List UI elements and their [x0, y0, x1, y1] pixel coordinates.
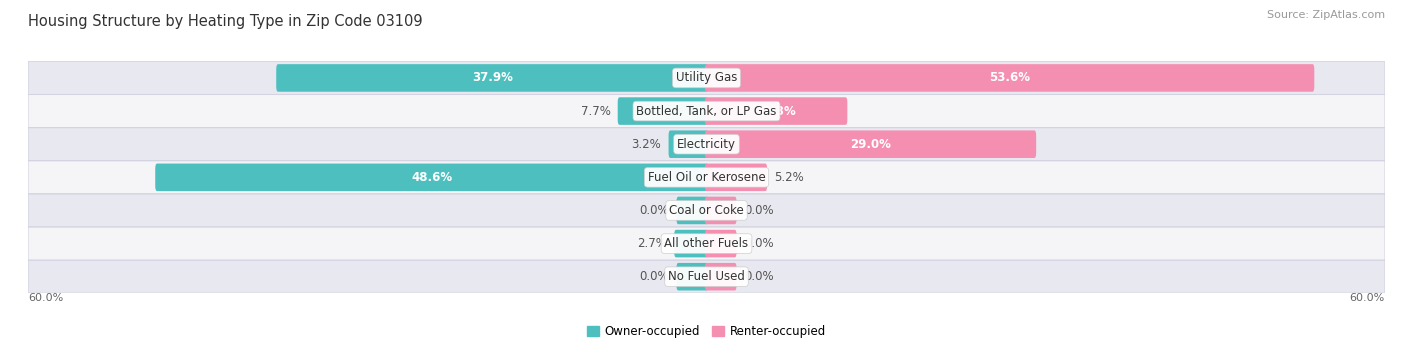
FancyBboxPatch shape [28, 161, 1385, 194]
Text: 0.0%: 0.0% [640, 270, 669, 283]
Text: 60.0%: 60.0% [1350, 293, 1385, 303]
FancyBboxPatch shape [675, 230, 709, 257]
Text: Bottled, Tank, or LP Gas: Bottled, Tank, or LP Gas [637, 105, 776, 118]
FancyBboxPatch shape [676, 263, 709, 291]
Text: No Fuel Used: No Fuel Used [668, 270, 745, 283]
Legend: Owner-occupied, Renter-occupied: Owner-occupied, Renter-occupied [588, 325, 825, 338]
FancyBboxPatch shape [28, 194, 1385, 227]
Text: 2.7%: 2.7% [637, 237, 666, 250]
FancyBboxPatch shape [704, 97, 848, 125]
Text: Source: ZipAtlas.com: Source: ZipAtlas.com [1267, 10, 1385, 20]
FancyBboxPatch shape [704, 164, 768, 191]
Text: Fuel Oil or Kerosene: Fuel Oil or Kerosene [648, 171, 765, 184]
FancyBboxPatch shape [676, 197, 709, 224]
Text: 29.0%: 29.0% [851, 138, 891, 151]
FancyBboxPatch shape [704, 130, 1036, 158]
FancyBboxPatch shape [28, 95, 1385, 128]
Text: 60.0%: 60.0% [28, 293, 63, 303]
FancyBboxPatch shape [669, 130, 709, 158]
FancyBboxPatch shape [155, 164, 709, 191]
FancyBboxPatch shape [28, 61, 1385, 94]
Text: Electricity: Electricity [678, 138, 735, 151]
FancyBboxPatch shape [704, 197, 737, 224]
FancyBboxPatch shape [704, 230, 737, 257]
Text: 53.6%: 53.6% [988, 72, 1031, 85]
FancyBboxPatch shape [704, 263, 737, 291]
Text: All other Fuels: All other Fuels [665, 237, 748, 250]
Text: 0.0%: 0.0% [744, 270, 773, 283]
Text: 3.2%: 3.2% [631, 138, 661, 151]
FancyBboxPatch shape [28, 128, 1385, 161]
Text: Coal or Coke: Coal or Coke [669, 204, 744, 217]
Text: 0.0%: 0.0% [744, 237, 773, 250]
FancyBboxPatch shape [704, 64, 1315, 92]
FancyBboxPatch shape [28, 260, 1385, 293]
Text: 48.6%: 48.6% [411, 171, 453, 184]
FancyBboxPatch shape [617, 97, 709, 125]
Text: 5.2%: 5.2% [775, 171, 804, 184]
Text: 0.0%: 0.0% [640, 204, 669, 217]
Text: 37.9%: 37.9% [472, 72, 513, 85]
Text: Utility Gas: Utility Gas [676, 72, 737, 85]
Text: 12.3%: 12.3% [755, 105, 796, 118]
FancyBboxPatch shape [276, 64, 709, 92]
FancyBboxPatch shape [28, 227, 1385, 260]
Text: 7.7%: 7.7% [581, 105, 610, 118]
Text: 0.0%: 0.0% [744, 204, 773, 217]
Text: Housing Structure by Heating Type in Zip Code 03109: Housing Structure by Heating Type in Zip… [28, 14, 423, 29]
